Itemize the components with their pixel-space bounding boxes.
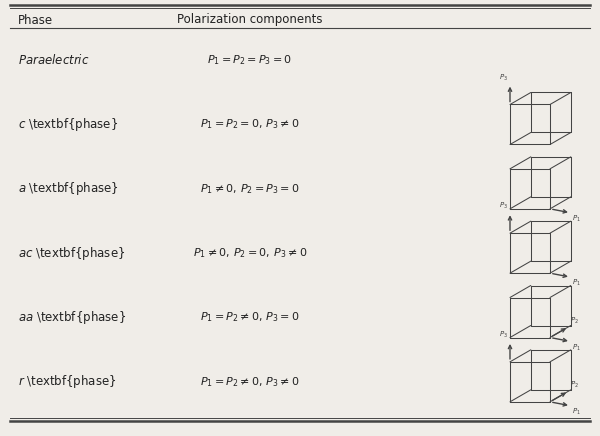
Text: $P_2$: $P_2$ [570,316,578,326]
Text: $\mathit{Paraelectric}$: $\mathit{Paraelectric}$ [18,53,89,67]
Text: $\mathit{c}$ \textbf{phase}: $\mathit{c}$ \textbf{phase} [18,116,118,133]
Text: $P_3$: $P_3$ [499,72,508,83]
Text: $P_1=P_2=P_3=0$: $P_1=P_2=P_3=0$ [208,53,293,67]
Text: Phase: Phase [18,14,53,27]
Text: $P_2$: $P_2$ [570,380,578,390]
Text: $P_3$: $P_3$ [499,201,508,211]
Text: $P_1\neq 0,\, P_2=P_3=0$: $P_1\neq 0,\, P_2=P_3=0$ [200,182,300,196]
Text: $\mathit{ac}$ \textbf{phase}: $\mathit{ac}$ \textbf{phase} [18,245,125,262]
Text: $P_1$: $P_1$ [572,278,581,288]
Text: $\mathit{a}$ \textbf{phase}: $\mathit{a}$ \textbf{phase} [18,181,119,198]
Text: Polarization components: Polarization components [177,14,323,27]
Text: $P_3$: $P_3$ [499,330,508,340]
Text: $P_1$: $P_1$ [572,214,581,224]
Text: $P_1=P_2\neq 0,\, P_3=0$: $P_1=P_2\neq 0,\, P_3=0$ [200,310,300,324]
Text: $P_1=P_2\neq 0,\, P_3\neq 0$: $P_1=P_2\neq 0,\, P_3\neq 0$ [200,375,300,389]
Text: $\mathit{aa}$ \textbf{phase}: $\mathit{aa}$ \textbf{phase} [18,309,126,326]
Text: $P_1$: $P_1$ [572,407,581,417]
Text: $\mathit{r}$ \textbf{phase}: $\mathit{r}$ \textbf{phase} [18,373,116,390]
Text: $P_1\neq 0,\, P_2=0,\, P_3\neq 0$: $P_1\neq 0,\, P_2=0,\, P_3\neq 0$ [193,246,307,260]
Text: $P_1=P_2=0,\, P_3\neq 0$: $P_1=P_2=0,\, P_3\neq 0$ [200,118,300,131]
Text: $P_1$: $P_1$ [572,343,581,353]
